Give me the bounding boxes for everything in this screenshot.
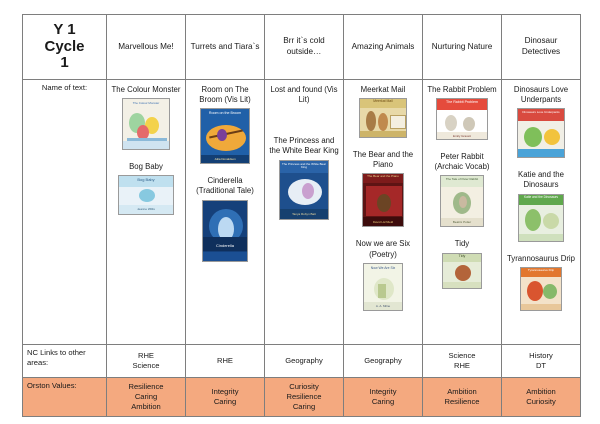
nc-links-term-3: Geography [264, 344, 344, 378]
orston-values-row: Orston Values: Resilience Caring Ambitio… [22, 377, 581, 417]
book-cover-meerkat-mail: Meerkat Mail [359, 98, 407, 139]
year-label: Y 1 [53, 20, 76, 38]
book-title: Bog Baby [129, 162, 163, 172]
book-cover-tyrannosaurus-drip: Tyrannosaurus Drip [520, 266, 562, 311]
nc-links-term-4: Geography [343, 344, 423, 378]
book-title: Tyrannosaurus Drip [506, 253, 576, 263]
term-header-5: Nurturing Nature [422, 14, 502, 80]
term-label: Nurturing Nature [431, 41, 493, 51]
orston-values-term-3: Curiosity Resilience Caring [264, 377, 344, 417]
orston-values-term-6: Ambition Curiosity [501, 377, 581, 417]
term-label: Dinosaur Detectives [521, 36, 561, 56]
term-label: Brr it`s cold outside… [283, 36, 325, 56]
texts-cell-term-2: Room on The Broom (Vis Lit) Room on the … [185, 79, 265, 345]
row-label-name-of-text: Name of text: [22, 79, 107, 345]
nc-links-term-5: Science RHE [422, 344, 502, 378]
cycle-number: 1 [60, 54, 69, 72]
term-header-1: Marvellous Me! [106, 14, 186, 80]
orston-values-term-5: Ambition Resilience [422, 377, 502, 417]
row-label-nc-links: NC Links to other areas: [22, 344, 107, 378]
term-header-6: Dinosaur Detectives [501, 14, 581, 80]
book-title: The Colour Monster [111, 85, 181, 94]
book-title: Peter Rabbit (Archaic Vocab) [434, 152, 490, 172]
book-cover-dinosaurs-love-underpants: Dinosaurs Love Underpants [517, 108, 565, 159]
texts-cell-term-5: The Rabbit Problem The Rabbit Problem Em… [422, 79, 502, 345]
book-title: Dinosaurs Love Underpants [513, 85, 569, 105]
name-of-text-row: Name of text: The Colour Monster The Col… [22, 79, 581, 345]
orston-values-term-2: Integrity Caring [185, 377, 265, 417]
book-title: The Bear and the Piano [352, 150, 414, 170]
nc-links-row: NC Links to other areas: RHE Science RHE… [22, 344, 581, 378]
term-header-4: Amazing Animals [343, 14, 423, 80]
book-cover-bear-and-the-piano: The Bear and the Piano David Litchfield [362, 173, 404, 228]
book-cover-room-on-the-broom: Room on the Broom Julia Donaldson [200, 108, 250, 165]
table-header-row: Y 1 Cycle 1 Marvellous Me! Turrets and T… [22, 14, 581, 80]
book-title: Now we are Six (Poetry) [355, 239, 411, 259]
book-cover-cinderella: Cinderella [202, 199, 248, 262]
row-label-orston-values: Orston Values: [22, 377, 107, 417]
book-title: The Princess and the White Bear King [269, 136, 339, 156]
nc-links-term-6: History DT [501, 344, 581, 378]
book-title: Meerkat Mail [360, 85, 406, 94]
book-cover-now-we-are-six: Now We Are Six A. A. Milne [363, 262, 403, 311]
nc-links-term-1: RHE Science [106, 344, 186, 378]
nc-links-term-2: RHE [185, 344, 265, 378]
orston-values-term-4: Integrity Caring [343, 377, 423, 417]
term-header-3: Brr it`s cold outside… [264, 14, 344, 80]
texts-cell-term-6: Dinosaurs Love Underpants Dinosaurs Love… [501, 79, 581, 345]
book-title: Cinderella (Traditional Tale) [196, 176, 254, 196]
book-title: Tidy [454, 239, 470, 249]
book-cover-princess-white-bear-king: The Princess and the White Bear King Tan… [279, 159, 329, 220]
book-title: Lost and found (Vis Lit) [270, 85, 338, 105]
book-title: The Rabbit Problem [427, 85, 497, 94]
book-cover-peter-rabbit: The Tale of Peter Rabbit Beatrix Potter [440, 175, 484, 228]
curriculum-table: Y 1 Cycle 1 Marvellous Me! Turrets and T… [22, 14, 581, 417]
book-cover-colour-monster: The Colour Monster [122, 98, 170, 151]
book-cover-katie-and-the-dinosaurs: Katie and the Dinosaurs [518, 193, 564, 242]
term-label: Turrets and Tiara`s [190, 41, 260, 51]
year-cycle-cell: Y 1 Cycle 1 [22, 14, 107, 80]
texts-cell-term-1: The Colour Monster The Colour Monster Bo… [106, 79, 186, 345]
book-cover-rabbit-problem: The Rabbit Problem Emily Gravett [436, 98, 488, 141]
book-cover-tidy: Tidy [442, 252, 482, 289]
texts-cell-term-3: Lost and found (Vis Lit) The Princess an… [264, 79, 344, 345]
book-title: Room on The Broom (Vis Lit) [199, 85, 251, 105]
cycle-label: Cycle [44, 37, 85, 55]
book-title: Katie and the Dinosaurs [518, 170, 564, 190]
orston-values-term-1: Resilience Caring Ambition [106, 377, 186, 417]
term-label: Amazing Animals [351, 41, 415, 51]
book-cover-bog-baby: Bog Baby Jeanne Willis [118, 175, 174, 216]
term-header-2: Turrets and Tiara`s [185, 14, 265, 80]
term-label: Marvellous Me! [118, 41, 174, 51]
texts-cell-term-4: Meerkat Mail Meerkat Mail The Bear and t… [343, 79, 423, 345]
